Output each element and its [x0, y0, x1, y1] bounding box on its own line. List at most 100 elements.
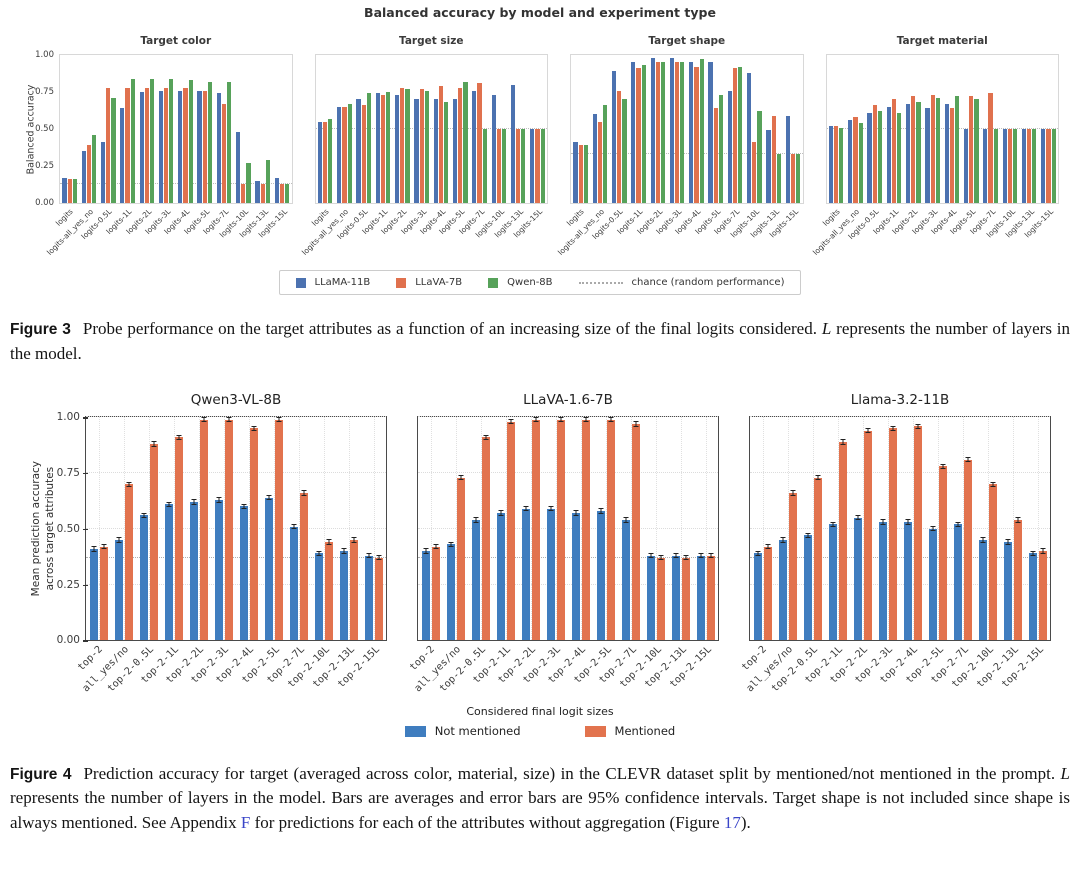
- error-bar: [166, 501, 171, 508]
- bar-llama-11b: [510, 84, 516, 203]
- bar-llama-11b: [491, 94, 496, 203]
- bar-not-mentioned: [646, 552, 655, 641]
- bar-group: [136, 417, 161, 641]
- bar-mentioned: [149, 441, 158, 641]
- bar-group: [593, 416, 618, 641]
- bar-groups: [750, 417, 1050, 641]
- bar-mentioned: [963, 456, 972, 641]
- bar-llama-11b: [828, 126, 834, 203]
- bar-group: [629, 55, 648, 203]
- y-tick-label: 0.75: [56, 467, 89, 480]
- error-bar: [458, 474, 463, 481]
- bar-llama-11b: [747, 72, 752, 203]
- bar-qwen-8b: [482, 129, 487, 203]
- bar-qwen-8b: [328, 118, 333, 203]
- bar-not-mentioned: [164, 501, 173, 641]
- gridline: [787, 417, 789, 641]
- gridline: [86, 416, 386, 418]
- y-tick-label: 0.25: [35, 161, 54, 171]
- bar-mentioned: [838, 439, 847, 641]
- bar-group: [875, 417, 900, 641]
- bar-group: [361, 417, 386, 641]
- chance-line: [826, 128, 1058, 129]
- gridline: [555, 417, 557, 641]
- bar-llama-11b: [139, 92, 144, 203]
- bar-llama-11b: [274, 177, 279, 203]
- bar-llama-11b: [395, 94, 400, 203]
- bar-mentioned: [763, 543, 772, 641]
- bar-llama-11b: [669, 57, 675, 203]
- gridline: [580, 417, 582, 641]
- bar-qwen-8b: [366, 93, 372, 203]
- bar-not-mentioned: [696, 552, 705, 641]
- bar-not-mentioned: [239, 503, 248, 641]
- bar-not-mentioned: [471, 517, 480, 641]
- bar-llama-11b: [472, 90, 477, 203]
- error-bar: [980, 537, 985, 544]
- bar-llama-11b: [81, 151, 86, 203]
- bar-qwen-8b: [641, 65, 646, 203]
- bar-mentioned: [199, 416, 208, 641]
- bar-mentioned: [274, 416, 283, 641]
- error-bar: [291, 523, 296, 530]
- bar-llama-11b: [886, 106, 891, 203]
- bar-qwen-8b: [1032, 129, 1037, 203]
- error-bar: [316, 550, 321, 557]
- bar-llama-11b: [1041, 129, 1046, 203]
- gridline: [987, 417, 989, 641]
- bar-group: [286, 417, 311, 641]
- bar-llava-7b: [342, 106, 347, 203]
- error-bar: [126, 481, 131, 488]
- bar-group: [195, 55, 214, 203]
- caption-variable-L: L: [821, 319, 832, 338]
- bar-llava-7b: [930, 94, 935, 203]
- gridline: [937, 417, 939, 641]
- bar-group: [643, 417, 668, 641]
- bar-llava-7b: [578, 145, 583, 203]
- llava-swatch-icon: [396, 277, 407, 288]
- gridline: [373, 417, 375, 641]
- bar-llava-7b: [969, 96, 974, 203]
- fig3-subplot-target-color: Target color 1.00 0.75 0.50 0.25 0.00 logits…: [35, 35, 293, 264]
- bar-llava-7b: [438, 86, 444, 203]
- bar-group: [568, 416, 593, 641]
- bar-llava-7b: [86, 145, 92, 203]
- bar-group: [1019, 55, 1038, 203]
- legend-item-mentioned: Mentioned: [584, 724, 675, 738]
- bar-group: [687, 55, 706, 203]
- bar-not-mentioned: [596, 508, 605, 641]
- subplot-title: Target shape: [648, 35, 726, 47]
- bar-qwen-8b: [897, 112, 902, 203]
- error-bar: [91, 546, 96, 552]
- gridline: [418, 527, 718, 529]
- bar-not-mentioned: [928, 526, 937, 641]
- bar-mentioned: [249, 425, 258, 641]
- bar-group: [667, 55, 686, 203]
- bar-llava-7b: [694, 66, 699, 203]
- error-bar: [533, 416, 538, 423]
- figure-17-link[interactable]: 17: [723, 813, 741, 833]
- bar-group: [884, 55, 903, 203]
- bar-group: [825, 417, 850, 641]
- bar-group: [590, 55, 609, 203]
- error-bar: [101, 543, 106, 550]
- bar-group: [176, 55, 195, 203]
- gridline: [248, 417, 250, 641]
- bar-qwen-8b: [149, 78, 155, 203]
- bar-qwen-8b: [386, 92, 391, 203]
- bar-group: [336, 417, 361, 641]
- bar-not-mentioned: [496, 510, 505, 641]
- plot-area: [825, 54, 1059, 204]
- fig3-subplot-target-shape: Target shape logits logits-all_yes_no logi…: [556, 35, 804, 264]
- bar-qwen-8b: [993, 129, 998, 203]
- bar-llava-7b: [323, 121, 328, 203]
- appendix-f-link[interactable]: F: [240, 813, 251, 833]
- gridline: [812, 417, 814, 641]
- gridline: [862, 417, 864, 641]
- bar-mentioned: [349, 537, 358, 641]
- bar-llava-7b: [771, 115, 776, 203]
- caption-text: represents the number of layers in the m…: [10, 788, 1070, 833]
- bar-groups: [571, 55, 803, 203]
- bar-group: [648, 55, 667, 203]
- bar-qwen-8b: [285, 183, 290, 203]
